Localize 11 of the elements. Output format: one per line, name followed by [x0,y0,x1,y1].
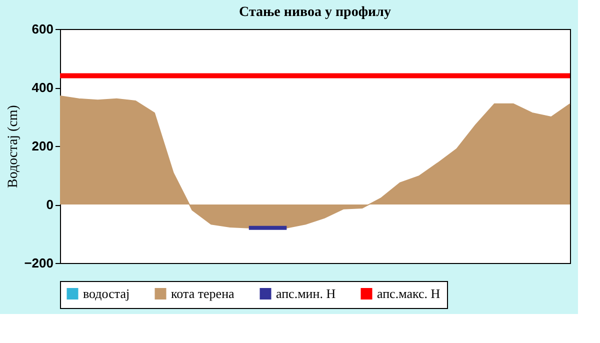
legend-label: кота терена [171,286,235,301]
legend-label: водостај [83,286,130,301]
legend-label: апс.макс. H [377,286,440,301]
y-tick-label: 0 [46,197,54,212]
y-tick-label: 400 [32,80,54,95]
chart-title: Стање нивоа у профилу [239,5,391,20]
legend-label: апс.мин. H [276,286,336,301]
y-tick-label: 200 [32,138,54,154]
y-tick-label: −200 [24,256,54,270]
y-tick-label: 600 [32,22,54,36]
y-axis-title: Водостај (cm) [6,104,22,188]
